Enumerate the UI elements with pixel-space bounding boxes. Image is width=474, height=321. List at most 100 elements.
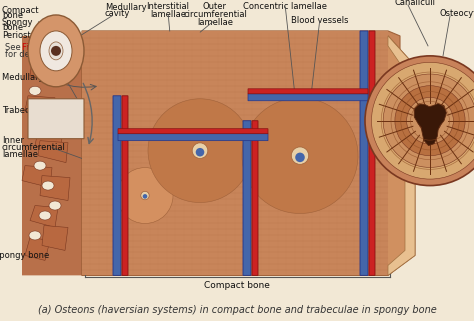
Text: Inner osteogenic layer: Inner osteogenic layer	[420, 124, 474, 133]
FancyBboxPatch shape	[369, 31, 375, 275]
Polygon shape	[22, 166, 52, 187]
FancyBboxPatch shape	[252, 121, 258, 275]
Ellipse shape	[42, 181, 54, 190]
Text: Lacuna: Lacuna	[445, 76, 474, 85]
Circle shape	[407, 97, 454, 144]
Text: Outer: Outer	[203, 2, 227, 11]
Polygon shape	[40, 176, 70, 201]
Text: Trabeculae: Trabeculae	[2, 106, 48, 115]
Text: Spongy bone: Spongy bone	[0, 251, 50, 260]
Text: Periosteum: Periosteum	[2, 31, 49, 40]
Polygon shape	[30, 205, 58, 228]
Circle shape	[292, 147, 309, 164]
Circle shape	[163, 114, 237, 188]
Circle shape	[148, 99, 252, 203]
Text: lamellae: lamellae	[197, 18, 233, 27]
Polygon shape	[82, 31, 400, 275]
Text: cavity: cavity	[105, 9, 130, 19]
Polygon shape	[414, 104, 447, 146]
FancyBboxPatch shape	[118, 134, 268, 141]
Circle shape	[143, 194, 147, 199]
Ellipse shape	[40, 31, 72, 71]
Polygon shape	[388, 36, 415, 275]
Circle shape	[283, 139, 317, 172]
Text: circumferential: circumferential	[2, 143, 66, 152]
Text: lamellae: lamellae	[150, 10, 186, 19]
Ellipse shape	[44, 126, 56, 135]
Circle shape	[139, 190, 151, 201]
FancyBboxPatch shape	[118, 129, 268, 134]
Circle shape	[267, 123, 333, 189]
Text: Outer fibrous layer: Outer fibrous layer	[420, 112, 474, 121]
Polygon shape	[30, 61, 60, 84]
Circle shape	[383, 74, 474, 168]
Polygon shape	[38, 141, 68, 163]
FancyBboxPatch shape	[360, 31, 368, 275]
Text: Osteon: Osteon	[228, 151, 258, 160]
FancyBboxPatch shape	[248, 94, 368, 101]
Ellipse shape	[49, 51, 61, 60]
Text: Blood vessels: Blood vessels	[291, 16, 349, 25]
FancyBboxPatch shape	[113, 96, 121, 275]
FancyBboxPatch shape	[28, 99, 84, 139]
Text: Central canal: Central canal	[420, 136, 474, 145]
Ellipse shape	[34, 161, 46, 170]
Text: Canaliculi: Canaliculi	[395, 0, 436, 7]
Circle shape	[292, 147, 308, 164]
Circle shape	[372, 62, 474, 179]
Text: Perforating canal: Perforating canal	[420, 148, 474, 157]
Text: Periosteal artery: Periosteal artery	[420, 88, 474, 97]
Circle shape	[178, 128, 222, 173]
Ellipse shape	[29, 231, 41, 240]
Circle shape	[123, 173, 167, 218]
Polygon shape	[82, 36, 415, 275]
Circle shape	[242, 98, 358, 213]
Circle shape	[196, 148, 204, 157]
Circle shape	[259, 114, 341, 197]
Circle shape	[395, 86, 465, 156]
Text: for details: for details	[5, 50, 47, 59]
Ellipse shape	[39, 211, 51, 220]
FancyBboxPatch shape	[122, 96, 128, 275]
Circle shape	[117, 168, 173, 223]
Circle shape	[365, 56, 474, 186]
Text: circumferential: circumferential	[183, 10, 247, 19]
Circle shape	[418, 109, 442, 132]
FancyBboxPatch shape	[248, 89, 368, 94]
Ellipse shape	[29, 86, 41, 95]
Text: Medullary cavity: Medullary cavity	[2, 73, 72, 82]
Circle shape	[170, 121, 230, 180]
Ellipse shape	[49, 201, 61, 210]
Polygon shape	[42, 225, 68, 250]
Circle shape	[155, 106, 245, 195]
Text: Concentric lamellae: Concentric lamellae	[243, 2, 327, 11]
FancyBboxPatch shape	[243, 121, 251, 275]
Text: Compact: Compact	[2, 6, 39, 15]
Polygon shape	[35, 131, 62, 154]
Text: Inner: Inner	[2, 136, 24, 145]
Circle shape	[51, 46, 61, 56]
Polygon shape	[25, 96, 55, 118]
Circle shape	[192, 143, 208, 158]
Text: Periosteal vein: Periosteal vein	[420, 76, 474, 85]
Ellipse shape	[49, 42, 63, 60]
Circle shape	[275, 131, 325, 180]
Circle shape	[134, 184, 156, 207]
Polygon shape	[82, 31, 388, 275]
Text: Perforating (Sharpey's): Perforating (Sharpey's)	[420, 160, 474, 169]
Ellipse shape	[28, 15, 84, 87]
Text: See: See	[5, 43, 23, 52]
Text: lamellae: lamellae	[2, 150, 38, 159]
Circle shape	[192, 143, 208, 159]
Text: Periosteum:: Periosteum:	[420, 100, 470, 109]
Text: (a) Osteons (haversian systems) in compact bone and trabeculae in spongy bone: (a) Osteons (haversian systems) in compa…	[37, 305, 437, 315]
Text: Figure 6.4b, c: Figure 6.4b, c	[22, 43, 79, 52]
Circle shape	[128, 179, 162, 212]
Text: bone: bone	[2, 12, 23, 21]
Circle shape	[250, 106, 350, 205]
Circle shape	[141, 191, 149, 200]
Text: Osteocyte: Osteocyte	[440, 9, 474, 19]
Polygon shape	[22, 36, 95, 275]
Circle shape	[185, 136, 215, 166]
Text: Compact bone: Compact bone	[204, 281, 270, 290]
